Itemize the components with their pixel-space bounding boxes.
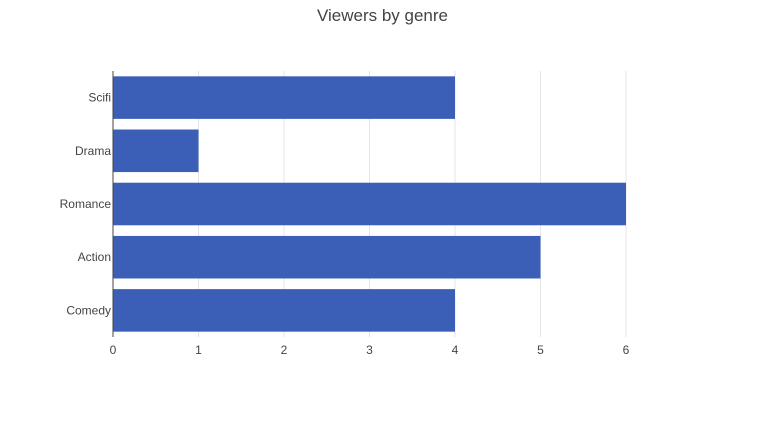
bar-action[interactable]	[113, 235, 541, 279]
chart-title: Viewers by genre	[316, 6, 449, 25]
y-tick-label-action: Action	[78, 250, 111, 264]
x-tick-label: 0	[110, 343, 117, 357]
y-tick-label-drama: Drama	[75, 144, 111, 158]
y-tick-label-romance: Romance	[60, 197, 112, 211]
x-tick-label: 2	[281, 343, 288, 357]
bar-scifi[interactable]	[113, 76, 455, 119]
bar-drama[interactable]	[113, 129, 199, 173]
x-tick-label: 5	[537, 343, 544, 357]
x-tick-label: 1	[195, 343, 202, 357]
bar-comedy[interactable]	[113, 289, 455, 332]
x-tick-label: 3	[366, 343, 373, 357]
x-tick-label: 6	[623, 343, 630, 357]
bar-romance[interactable]	[113, 182, 626, 226]
bar-layer	[113, 76, 626, 332]
y-tick-label-scifi: Scifi	[88, 91, 111, 105]
x-tick-label: 4	[452, 343, 459, 357]
y-tick-label-comedy: Comedy	[66, 303, 111, 317]
label-layer: 0 1 2 3 4 5 6 Comedy Action Romance Drama Scifi	[60, 91, 630, 357]
